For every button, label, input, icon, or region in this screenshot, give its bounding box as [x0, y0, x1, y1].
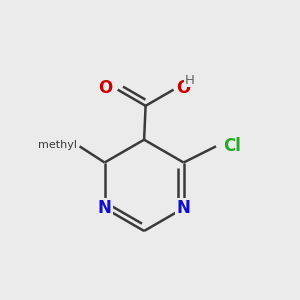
Text: N: N — [177, 199, 190, 217]
Text: O: O — [176, 79, 191, 97]
Text: O: O — [98, 79, 112, 97]
Text: H: H — [185, 74, 195, 87]
Text: Cl: Cl — [224, 137, 241, 155]
Text: N: N — [98, 199, 112, 217]
Text: methyl: methyl — [38, 140, 76, 150]
